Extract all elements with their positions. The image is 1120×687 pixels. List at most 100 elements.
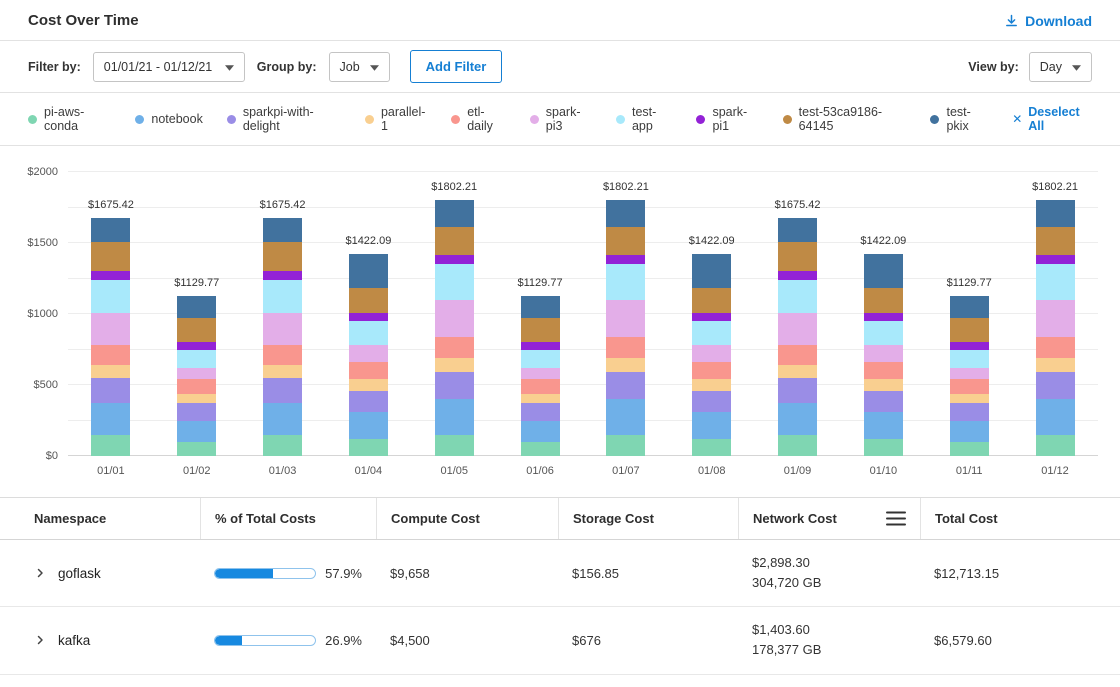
bar-segment-parallel-1[interactable] [177,394,216,404]
download-button[interactable]: Download [1004,13,1092,29]
bar-segment-test-53ca9186-64145[interactable] [692,288,731,314]
bar-segment-pi-aws-conda[interactable] [263,435,302,456]
bar-segment-spark-pi1[interactable] [778,271,817,280]
bar-segment-test-53ca9186-64145[interactable] [177,318,216,342]
bar-segment-spark-pi1[interactable] [349,313,388,321]
bar-segment-parallel-1[interactable] [91,365,130,378]
stacked-bar-01/02[interactable] [177,296,216,456]
add-filter-button[interactable]: Add Filter [410,50,503,83]
bar-segment-pi-aws-conda[interactable] [349,439,388,456]
bar-segment-spark-pi1[interactable] [521,342,560,349]
bar-segment-spark-pi3[interactable] [263,313,302,346]
column-header-percent-total-costs[interactable]: % of Total Costs [200,498,376,539]
bar-segment-test-53ca9186-64145[interactable] [435,227,474,255]
menu-icon[interactable] [886,511,906,526]
bar-segment-etl-daily[interactable] [778,345,817,365]
bar-segment-spark-pi1[interactable] [177,342,216,349]
bar-segment-etl-daily[interactable] [177,379,216,393]
bar-segment-spark-pi3[interactable] [1036,300,1075,337]
bar-segment-etl-daily[interactable] [349,362,388,379]
bar-segment-spark-pi1[interactable] [864,313,903,321]
legend-item-test-53ca9186-64145[interactable]: test-53ca9186-64145 [783,105,907,133]
column-header-network-cost[interactable]: Network Cost [738,498,920,539]
bar-segment-spark-pi3[interactable] [692,345,731,362]
bar-segment-notebook[interactable] [950,421,989,442]
bar-segment-pi-aws-conda[interactable] [692,439,731,456]
bar-segment-spark-pi3[interactable] [606,300,645,337]
column-header-compute-cost[interactable]: Compute Cost [376,498,558,539]
bar-segment-sparkpi-with-delight[interactable] [177,403,216,420]
bar-segment-notebook[interactable] [263,403,302,434]
bar-segment-pi-aws-conda[interactable] [606,435,645,456]
stacked-bar-01/11[interactable] [950,296,989,456]
bar-segment-spark-pi1[interactable] [91,271,130,280]
bar-segment-test-pkix[interactable] [864,254,903,288]
bar-segment-test-53ca9186-64145[interactable] [950,318,989,342]
column-header-storage-cost[interactable]: Storage Cost [558,498,738,539]
bar-segment-etl-daily[interactable] [91,345,130,365]
bar-segment-pi-aws-conda[interactable] [435,435,474,456]
table-row-goflask[interactable]: goflask57.9%$9,658$156.85$2,898.30304,72… [0,540,1120,607]
legend-item-sparkpi-with-delight[interactable]: sparkpi-with-delight [227,105,341,133]
bar-segment-test-53ca9186-64145[interactable] [1036,227,1075,255]
bar-segment-test-pkix[interactable] [1036,200,1075,227]
bar-segment-parallel-1[interactable] [692,379,731,390]
legend-item-test-app[interactable]: test-app [616,105,672,133]
bar-segment-parallel-1[interactable] [950,394,989,404]
bar-segment-test-pkix[interactable] [950,296,989,319]
bar-segment-spark-pi1[interactable] [1036,255,1075,264]
bar-segment-test-app[interactable] [177,350,216,368]
bar-segment-test-pkix[interactable] [263,218,302,241]
bar-segment-notebook[interactable] [91,403,130,434]
bar-segment-spark-pi3[interactable] [778,313,817,346]
date-range-select[interactable]: 01/01/21 - 01/12/21 [93,52,245,82]
bar-segment-pi-aws-conda[interactable] [521,442,560,456]
stacked-bar-01/05[interactable] [435,200,474,456]
group-by-select[interactable]: Job [329,52,390,82]
bar-segment-test-53ca9186-64145[interactable] [521,318,560,342]
legend-item-parallel-1[interactable]: parallel-1 [365,105,427,133]
bar-segment-spark-pi3[interactable] [864,345,903,362]
bar-segment-sparkpi-with-delight[interactable] [950,403,989,420]
bar-segment-spark-pi1[interactable] [606,255,645,264]
bar-segment-test-53ca9186-64145[interactable] [349,288,388,314]
column-header-total-cost[interactable]: Total Cost [920,498,1100,539]
bar-segment-sparkpi-with-delight[interactable] [435,372,474,399]
view-by-select[interactable]: Day [1029,52,1092,82]
bar-segment-test-pkix[interactable] [692,254,731,288]
bar-segment-spark-pi3[interactable] [950,368,989,379]
bar-segment-test-pkix[interactable] [778,218,817,241]
bar-segment-etl-daily[interactable] [1036,337,1075,358]
bar-segment-parallel-1[interactable] [864,379,903,390]
bar-segment-parallel-1[interactable] [349,379,388,390]
bar-segment-sparkpi-with-delight[interactable] [349,391,388,412]
bar-segment-test-app[interactable] [435,264,474,300]
deselect-all-button[interactable]: ✕ Deselect All [1012,105,1092,133]
bar-segment-notebook[interactable] [778,403,817,434]
bar-segment-test-app[interactable] [950,350,989,368]
bar-segment-parallel-1[interactable] [778,365,817,378]
column-header-namespace[interactable]: Namespace [20,498,200,539]
bar-segment-spark-pi3[interactable] [91,313,130,346]
bar-segment-etl-daily[interactable] [263,345,302,365]
bar-segment-spark-pi3[interactable] [177,368,216,379]
bar-segment-notebook[interactable] [435,399,474,435]
bar-segment-pi-aws-conda[interactable] [950,442,989,456]
bar-segment-spark-pi1[interactable] [950,342,989,349]
stacked-bar-01/12[interactable] [1036,200,1075,456]
bar-segment-test-app[interactable] [864,321,903,345]
bar-segment-test-pkix[interactable] [91,218,130,241]
bar-segment-sparkpi-with-delight[interactable] [263,378,302,404]
table-row-databases[interactable]: databases6.09%$1016.29$857.79$1,591.3110… [0,675,1120,687]
bar-segment-pi-aws-conda[interactable] [778,435,817,456]
bar-segment-test-pkix[interactable] [521,296,560,319]
stacked-bar-01/03[interactable] [263,218,302,456]
bar-segment-test-app[interactable] [1036,264,1075,300]
bar-segment-spark-pi1[interactable] [692,313,731,321]
legend-item-spark-pi1[interactable]: spark-pi1 [696,105,758,133]
stacked-bar-01/10[interactable] [864,254,903,456]
bar-segment-test-53ca9186-64145[interactable] [606,227,645,255]
legend-item-notebook[interactable]: notebook [135,112,202,126]
bar-segment-etl-daily[interactable] [521,379,560,393]
bar-segment-sparkpi-with-delight[interactable] [778,378,817,404]
